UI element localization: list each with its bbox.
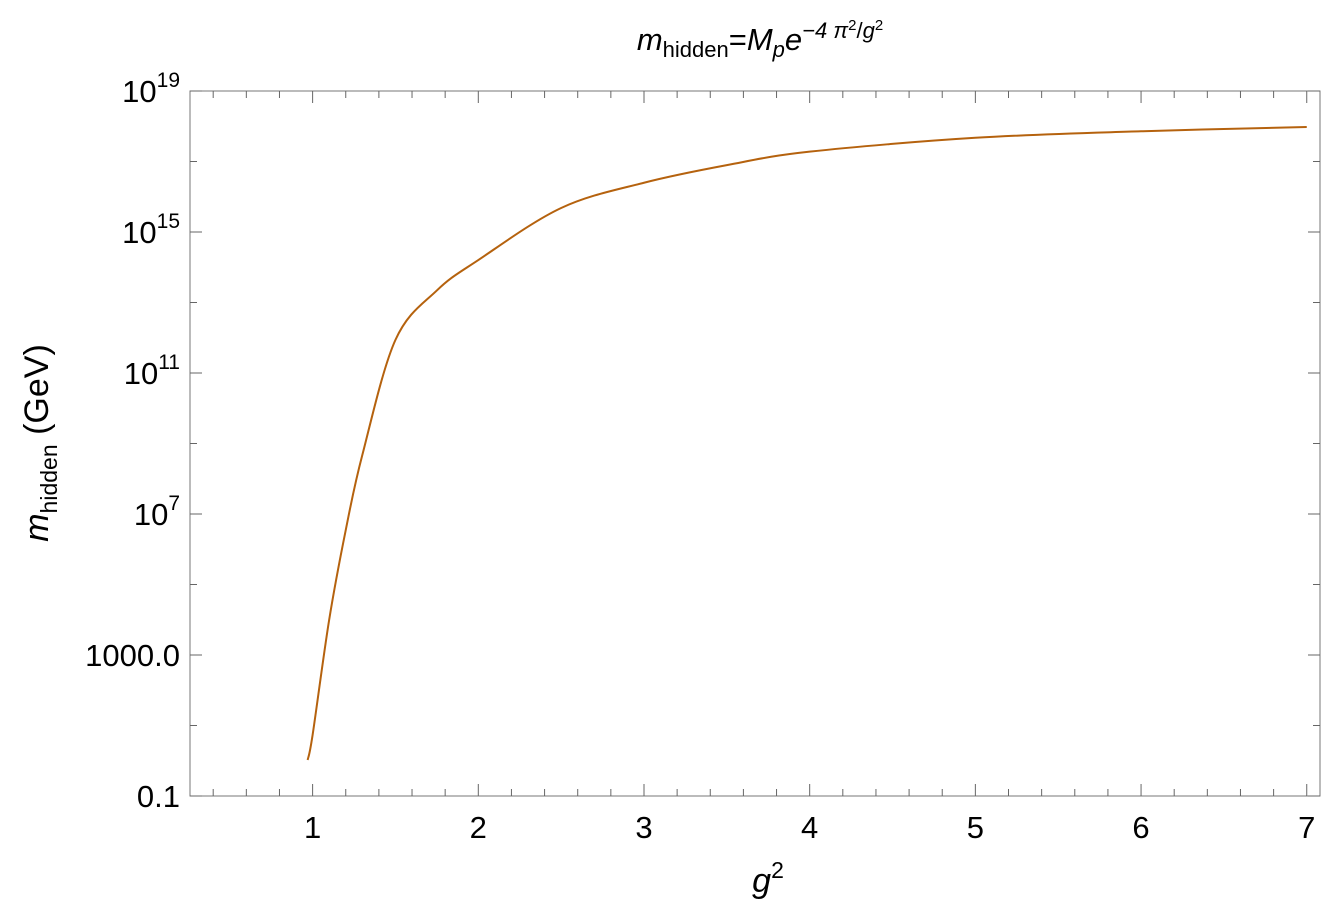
y-tick-label: 1011 — [124, 351, 180, 391]
y-tick-label: 1000.0 — [85, 638, 180, 673]
title-part: p — [772, 37, 785, 62]
y-tick-label: 0.1 — [137, 779, 180, 814]
y-tick-label: 1019 — [122, 69, 180, 109]
y-tick-label-exp: 7 — [168, 492, 180, 515]
y-tick-label-base: 10 — [134, 497, 168, 532]
y-tick-label-base: 10 — [122, 215, 156, 250]
title-part: 2 — [848, 17, 856, 34]
x-tick-label: 3 — [635, 810, 652, 845]
title-part: M — [747, 22, 773, 57]
title-part: / — [856, 18, 863, 43]
y-tick-label-exp: 11 — [158, 351, 180, 374]
y-tick-label-exp: 15 — [157, 210, 180, 233]
title-part: m — [637, 22, 663, 57]
data-line — [306, 126, 1307, 761]
x-tick-label: 4 — [801, 810, 818, 845]
x-label-part: 2 — [771, 857, 784, 883]
y-tick-label: 107 — [134, 492, 180, 532]
y-tick-label-exp: 19 — [157, 69, 180, 92]
x-tick-label: 1 — [304, 810, 321, 845]
x-tick-label: 7 — [1298, 810, 1315, 845]
plot-frame — [189, 90, 1321, 797]
x-tick-label: 6 — [1132, 810, 1149, 845]
y-label-part: m — [18, 513, 56, 541]
y-tick-label: 1015 — [122, 210, 180, 250]
y-label-part: hidden — [36, 444, 62, 513]
x-tick-label: 5 — [967, 810, 984, 845]
title-part: e — [785, 22, 802, 57]
y-tick-label-base: 1000.0 — [85, 638, 180, 673]
x-label-part: g — [752, 862, 771, 900]
title-part: hidden — [663, 37, 729, 62]
chart-title: mhidden=Mpe−4 π2/g2 — [637, 17, 883, 62]
title-part: g — [863, 18, 876, 43]
title-part: −4 π — [802, 18, 849, 43]
y-axis-label: mhidden (GeV) — [18, 344, 62, 542]
x-axis-label: g2 — [752, 857, 784, 900]
y-tick-label-base: 10 — [122, 74, 156, 109]
title-part: = — [729, 22, 747, 57]
x-tick-label: 2 — [470, 810, 487, 845]
y-tick-label-base: 10 — [124, 356, 158, 391]
title-part: 2 — [875, 17, 883, 34]
y-label-part: (GeV) — [18, 344, 56, 444]
